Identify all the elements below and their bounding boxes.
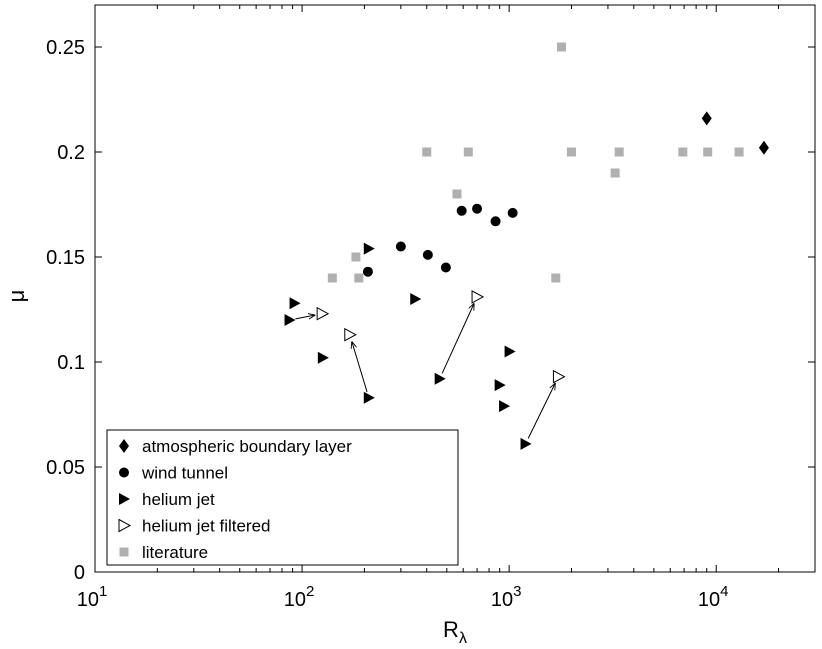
x-tick-label: 103 [491, 583, 522, 611]
point-literature [422, 147, 432, 157]
point-wind-tunnel [490, 216, 501, 227]
point-wind-tunnel [507, 207, 518, 218]
legend-box [106, 429, 459, 566]
point-helium-jet-filtered [552, 369, 566, 384]
point-helium-jet [289, 297, 301, 310]
legend: atmospheric boundary layer wind tunnel hel… [106, 429, 459, 566]
x-axis-label: Rλ [443, 617, 467, 647]
legend-marker-atmospheric-boundary-layer [119, 439, 129, 453]
point-helium-jet-filtered [316, 306, 330, 321]
legend-marker-literature [119, 547, 129, 557]
legend-label-helium-jet: helium jet [142, 490, 215, 509]
point-wind-tunnel [422, 249, 433, 260]
point-wind-tunnel [362, 266, 373, 277]
point-literature [551, 273, 561, 283]
point-helium-jet [317, 351, 329, 364]
filter-arrow [527, 383, 555, 439]
y-tick-label: 0.2 [57, 142, 85, 164]
x-axis-label-main: R [443, 617, 459, 642]
point-literature [327, 273, 337, 283]
point-literature [734, 147, 744, 157]
legend-marker-helium-jet [119, 493, 130, 505]
filter-arrow [295, 315, 315, 319]
point-literature [351, 252, 361, 262]
point-wind-tunnel [472, 203, 483, 214]
point-wind-tunnel [395, 241, 406, 252]
point-helium-jet [499, 400, 511, 413]
point-helium-jet [363, 242, 375, 255]
point-atmospheric-boundary-layer [701, 111, 712, 126]
data-points [284, 42, 769, 450]
point-literature [566, 147, 576, 157]
y-tick-label: 0 [74, 562, 85, 584]
y-tick-label: 0.25 [46, 37, 85, 59]
legend-label-helium-jet-filtered: helium jet filtered [142, 517, 271, 536]
filter-arrows [295, 303, 555, 439]
x-tick-label: 102 [284, 583, 315, 611]
legend-marker-wind-tunnel [119, 467, 129, 478]
point-helium-jet [284, 314, 296, 326]
point-atmospheric-boundary-layer [758, 140, 769, 155]
x-axis-label-subscript: λ [459, 630, 467, 647]
legend-label-wind-tunnel: wind tunnel [141, 464, 228, 483]
point-literature [610, 168, 620, 178]
point-helium-jet-filtered [344, 327, 357, 342]
point-literature [556, 42, 566, 52]
point-helium-jet [504, 345, 516, 358]
point-wind-tunnel [456, 205, 467, 216]
point-wind-tunnel [440, 262, 451, 273]
y-tick-label: 0.05 [46, 457, 85, 479]
x-tick-label: 101 [77, 583, 108, 611]
y-tick-label: 0.1 [57, 352, 85, 374]
filter-arrow [441, 303, 474, 374]
point-helium-jet [410, 293, 422, 305]
point-helium-jet [363, 391, 375, 404]
point-literature [463, 147, 473, 157]
legend-label-literature: literature [142, 543, 208, 562]
point-helium-jet-filtered [471, 290, 485, 304]
point-literature [614, 147, 624, 157]
point-literature [678, 147, 688, 157]
legend-label-atmospheric-boundary-layer: atmospheric boundary layer [142, 437, 352, 456]
y-axis-label: μ [4, 290, 29, 303]
point-helium-jet [494, 379, 506, 392]
y-tick-label: 0.15 [46, 247, 85, 269]
point-literature [354, 273, 364, 283]
point-helium-jet [434, 372, 446, 385]
x-tick-label: 104 [698, 583, 729, 611]
filter-arrow [352, 341, 368, 393]
point-literature [452, 189, 462, 199]
point-helium-jet [520, 437, 532, 450]
legend-marker-helium-jet-filtered [118, 518, 132, 533]
point-literature [703, 147, 713, 157]
